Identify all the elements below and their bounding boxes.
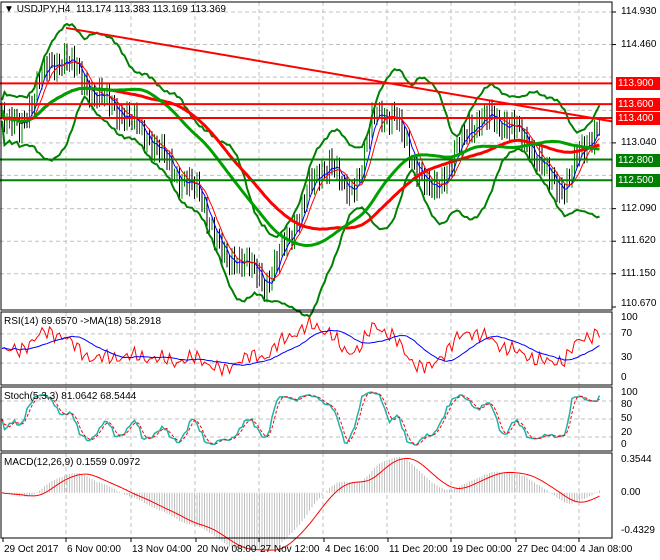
time-axis-label: 4 Jan 08:00 [580, 544, 633, 555]
panel-border [0, 1, 613, 311]
rsi-axis-label: 0 [621, 372, 627, 383]
time-axis-label: 20 Nov 08:00 [197, 544, 257, 555]
ma-slow-green [0, 86, 600, 247]
time-axis-label: 27 Nov 12:00 [260, 544, 320, 555]
price-axis-label: 111.620 [621, 235, 656, 247]
price-axis-label: 111.150 [621, 267, 656, 279]
ohlc-values: 113.174 113.383 113.169 113.369 [75, 4, 226, 15]
level-tag: 113.400 [616, 111, 660, 125]
panel-border [0, 311, 613, 386]
time-axis-label: 29 Oct 2017 [4, 544, 59, 555]
price-axis-label: 114.930 [621, 6, 657, 17]
stoch-title: Stoch(5,3,3) 81.0642 68.5444 [4, 391, 137, 402]
rsi-title: RSI(14) 69.6570 ->MA(18) 58.2918 [4, 316, 162, 327]
symbol-label: USDJPY,H4 [16, 4, 71, 15]
rsi-ma-line [1, 329, 600, 366]
stoch-axis-label: 80 [621, 399, 633, 410]
stoch-axis-label: 0 [621, 439, 627, 450]
price-axis-label: 114.460 [621, 38, 657, 50]
rsi-axis-label: 30 [621, 352, 633, 363]
price-axis-label: 113.040 [621, 136, 657, 148]
stoch-main-line [1, 391, 601, 446]
time-axis-label: 4 Dec 16:00 [325, 544, 379, 555]
time-axis-label: 27 Dec 04:00 [517, 544, 577, 555]
time-axis-label: 19 Dec 00:00 [452, 544, 512, 555]
panel-border [0, 452, 613, 539]
level-tag: 112.800 [616, 153, 660, 167]
level-tag: 113.900 [616, 77, 660, 91]
symbol-header: ▼ USDJPY,H4 113.174 113.383 113.169 113.… [4, 4, 226, 15]
time-axis-label: 11 Dec 20:00 [389, 544, 448, 555]
rsi-axis-label: 100 [621, 312, 638, 323]
rsi-axis-label: 70 [621, 328, 633, 339]
stoch-axis-label: 50 [621, 413, 633, 424]
macd-title: MACD(12,26,9) 0.1559 0.0972 [4, 457, 141, 468]
macd-axis-label: -0.4329 [621, 525, 655, 536]
panel-border [0, 386, 613, 452]
dropdown-triangle-icon[interactable]: ▼ [4, 4, 14, 15]
macd-signal-line [1, 457, 600, 551]
time-axis-label: 13 Nov 04:00 [132, 544, 192, 555]
macd-axis-label: 0.00 [621, 486, 641, 498]
stoch-signal-line [1, 392, 600, 445]
stoch-axis-label: 20 [621, 427, 633, 438]
rsi-line [1, 316, 600, 378]
level-tag: 112.500 [616, 174, 660, 188]
price-axis-label: 112.090 [621, 202, 657, 214]
price-axis-label: 110.670 [621, 298, 657, 309]
time-axis-label: 6 Nov 00:00 [67, 544, 121, 555]
stoch-axis-label: 100 [621, 387, 638, 398]
macd-axis-label: 0.3544 [621, 454, 652, 465]
trend-line [65, 26, 613, 123]
level-tag: 113.600 [616, 98, 660, 112]
